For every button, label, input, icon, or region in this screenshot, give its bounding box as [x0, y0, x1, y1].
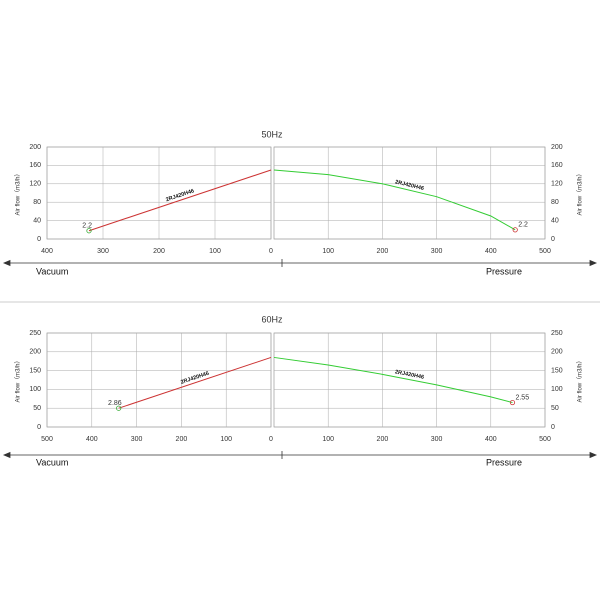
point-label: 2.86 [108, 400, 122, 407]
x-tick-label: 300 [97, 248, 109, 255]
x-tick-label: 0 [269, 248, 273, 255]
y-tick-label: 0 [37, 236, 41, 243]
y-tick-label: 40 [551, 217, 559, 224]
y-tick-label: 80 [33, 199, 41, 206]
x-tick-label: 400 [41, 248, 53, 255]
plot-area [273, 146, 546, 240]
data-line [273, 356, 513, 404]
x-tick-label: 200 [153, 248, 165, 255]
point-label: 2.55 [515, 394, 529, 401]
x-tick-label: 500 [41, 436, 53, 443]
y-tick-label: 200 [551, 144, 563, 151]
axis-arrow [2, 259, 598, 459]
y-tick-label: 250 [29, 330, 41, 337]
point-marker [116, 405, 122, 411]
x-tick-label: 200 [377, 436, 389, 443]
y-tick-label: 120 [29, 181, 41, 188]
y-tick-label: 80 [551, 199, 559, 206]
x-tick-label: 500 [539, 248, 551, 255]
series-label: 2RJ420H46 [180, 371, 210, 386]
x-tick-label: 100 [322, 248, 334, 255]
x-tick-label: 200 [176, 436, 188, 443]
y-tick-label: 160 [551, 162, 563, 169]
point-marker [509, 399, 516, 406]
chart-title: 50Hz [261, 129, 283, 139]
x-axis-label: Pressure [486, 266, 522, 276]
x-tick-label: 300 [131, 436, 143, 443]
x-tick-label: 300 [431, 436, 443, 443]
y-tick-label: 50 [33, 405, 41, 412]
y-tick-label: 0 [551, 236, 555, 243]
chart-title: 60Hz [261, 314, 283, 324]
y-tick-label: 100 [29, 386, 41, 393]
x-axis-label: Pressure [486, 457, 522, 467]
x-axis-label: Vacuum [36, 457, 68, 467]
x-tick-label: 100 [322, 436, 334, 443]
data-line [273, 169, 516, 231]
x-tick-label: 400 [485, 436, 497, 443]
plot-area [46, 332, 272, 428]
x-tick-label: 100 [209, 248, 221, 255]
x-tick-label: 100 [220, 436, 232, 443]
point-marker [512, 227, 518, 233]
y-tick-label: 100 [551, 386, 563, 393]
y-tick-label: 250 [551, 330, 563, 337]
y-axis-label: Air flow（m3/h） [15, 357, 22, 402]
y-tick-label: 120 [551, 181, 563, 188]
y-axis-label: Air flow（m3/h） [15, 170, 22, 215]
x-tick-label: 400 [86, 436, 98, 443]
series-label: 2RJ420H46 [165, 188, 195, 203]
data-line [88, 169, 272, 232]
data-line [118, 356, 272, 409]
y-axis-label: Air flow（m3/h） [577, 357, 584, 402]
y-tick-label: 200 [29, 144, 41, 151]
y-tick-label: 150 [29, 367, 41, 374]
point-marker [86, 228, 92, 234]
y-tick-label: 200 [29, 349, 41, 356]
y-tick-label: 0 [37, 424, 41, 431]
point-label: 2.2 [82, 223, 92, 230]
y-axis-label: Air flow（m3/h） [577, 170, 584, 215]
y-tick-label: 0 [551, 424, 555, 431]
y-tick-label: 40 [33, 217, 41, 224]
y-tick-label: 200 [551, 349, 563, 356]
y-tick-label: 160 [29, 162, 41, 169]
x-tick-label: 0 [269, 436, 273, 443]
y-tick-label: 50 [551, 405, 559, 412]
x-tick-label: 500 [539, 436, 551, 443]
point-label: 2.2 [518, 222, 528, 229]
x-tick-label: 200 [377, 248, 389, 255]
x-tick-label: 300 [431, 248, 443, 255]
x-axis-label: Vacuum [36, 266, 68, 276]
y-tick-label: 150 [551, 367, 563, 374]
x-tick-label: 400 [485, 248, 497, 255]
series-label: 2RJ420H46 [394, 369, 424, 380]
